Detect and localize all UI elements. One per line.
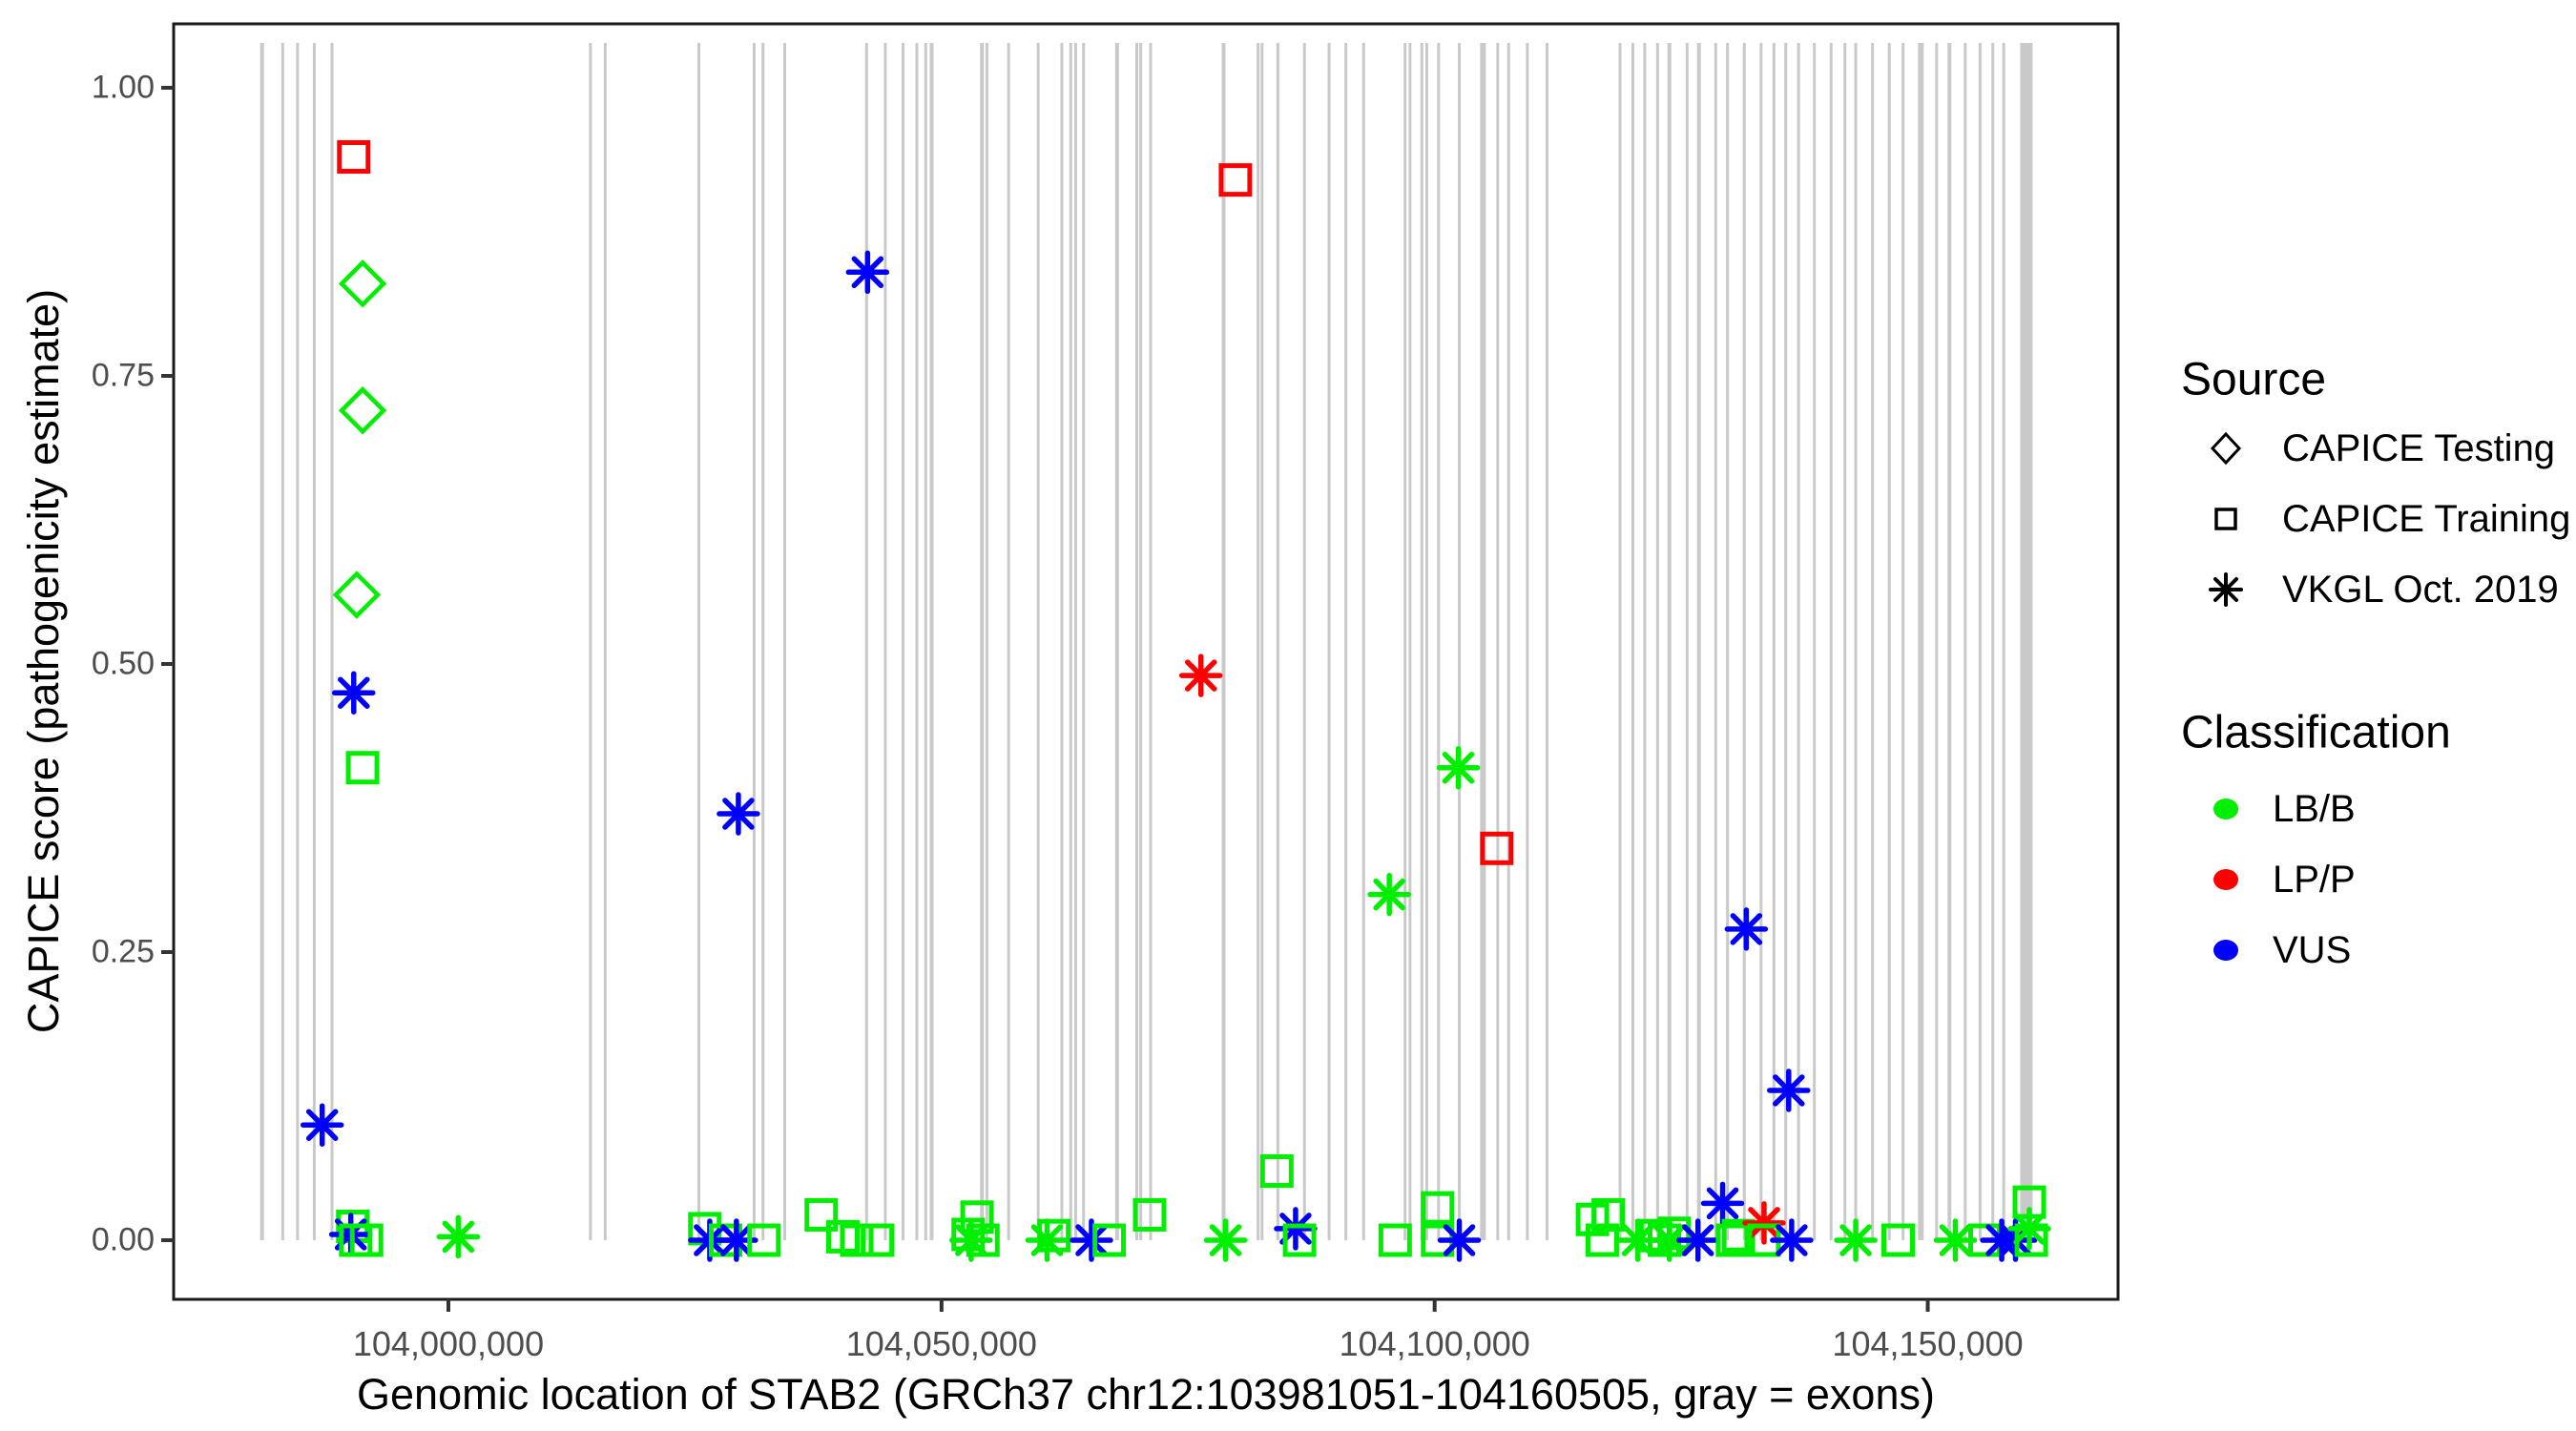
y-tick-label: 0.25 — [91, 933, 155, 970]
data-point-square — [2014, 1223, 2048, 1257]
x-tick-label: 104,150,000 — [1832, 1324, 2024, 1363]
y-tick-label: 1.00 — [91, 69, 155, 106]
data-point-square — [1378, 1223, 1412, 1257]
data-point-asterisk — [1178, 653, 1223, 697]
data-point-asterisk — [1070, 1218, 1113, 1262]
x-tick-label: 104,000,000 — [352, 1324, 545, 1363]
diamond-icon — [2210, 431, 2242, 466]
data-point-asterisk — [332, 671, 376, 715]
blue-dot-icon — [2213, 940, 2238, 961]
data-point-square — [337, 139, 371, 174]
data-point-square — [747, 1223, 781, 1257]
legend-item-lpp: LP/P — [2204, 858, 2356, 902]
legend-item-capice-training: CAPICE Training — [2204, 497, 2570, 541]
data-point-asterisk — [300, 1103, 344, 1147]
data-point-asterisk — [845, 250, 890, 295]
data-point-square — [1218, 163, 1253, 197]
data-point-square — [1037, 1218, 1071, 1253]
legend-item-label: LP/P — [2273, 858, 2356, 901]
data-point-square — [345, 751, 380, 785]
legend-item-capice-testing: CAPICE Testing — [2204, 426, 2555, 470]
x-tick-label: 104,100,000 — [1339, 1324, 1530, 1363]
data-point-diamond — [332, 570, 382, 619]
data-point-asterisk — [1742, 1201, 1786, 1245]
red-dot-icon — [2213, 869, 2238, 890]
data-point-square — [1092, 1223, 1127, 1257]
data-point-asterisk — [1724, 907, 1769, 951]
data-point-asterisk — [1436, 745, 1481, 790]
data-point-asterisk — [436, 1214, 481, 1259]
legend-item-vkgl: VKGL Oct. 2019 — [2204, 568, 2559, 612]
y-tick-label: 0.50 — [91, 645, 155, 682]
y-tick-label: 0.00 — [91, 1221, 155, 1258]
asterisk-icon — [2209, 572, 2243, 607]
legend-item-vus: VUS — [2204, 928, 2351, 972]
data-point-square — [1591, 1197, 1626, 1232]
legend-item-label: CAPICE Testing — [2282, 426, 2556, 469]
data-point-asterisk — [1770, 1218, 1814, 1262]
legend-item-lbb: LB/B — [2204, 787, 2356, 831]
data-point-square — [1480, 831, 1514, 865]
data-point-asterisk — [1203, 1218, 1248, 1262]
data-point-asterisk — [1933, 1218, 1978, 1262]
legend-source-title: Source — [2181, 354, 2327, 405]
data-point-asterisk — [1767, 1068, 1811, 1112]
data-point-asterisk — [1025, 1218, 1070, 1262]
data-point-square — [1421, 1191, 1455, 1225]
y-tick-label: 0.75 — [91, 357, 155, 394]
green-dot-icon — [2213, 798, 2238, 819]
data-point-square — [861, 1223, 895, 1257]
legend-item-label: CAPICE Training — [2282, 497, 2571, 540]
data-point-square — [966, 1223, 1000, 1257]
data-point-asterisk — [1675, 1218, 1720, 1262]
data-point-asterisk — [1367, 872, 1411, 917]
y-axis-title: CAPICE score (pathogenicity estimate) — [19, 288, 68, 1034]
data-point-asterisk — [1700, 1181, 1745, 1226]
data-point-asterisk — [1834, 1218, 1878, 1262]
data-point-square — [349, 1223, 384, 1257]
data-point-square — [1132, 1197, 1167, 1232]
legend-item-label: VKGL Oct. 2019 — [2282, 568, 2559, 611]
data-point-square — [1282, 1223, 1317, 1257]
data-point-asterisk — [717, 792, 760, 836]
data-point-square — [1881, 1223, 1916, 1257]
square-icon — [2214, 508, 2237, 530]
data-point-diamond — [338, 386, 387, 435]
data-point-square — [1259, 1154, 1294, 1189]
data-point-square — [960, 1200, 994, 1234]
data-point-asterisk — [1437, 1218, 1482, 1262]
x-axis-title: Genomic location of STAB2 (GRCh37 chr12:… — [357, 1370, 1935, 1419]
data-point-diamond — [338, 259, 387, 308]
data-point-square — [840, 1223, 874, 1257]
legend-item-label: LB/B — [2273, 787, 2356, 830]
data-point-square — [1715, 1223, 1750, 1257]
data-point-square — [804, 1197, 839, 1232]
x-tick-label: 104,050,000 — [845, 1324, 1037, 1363]
legend-item-label: VUS — [2273, 928, 2352, 971]
panel-border — [172, 22, 2120, 1301]
data-point-asterisk — [1274, 1207, 1318, 1251]
legend-classification-title: Classification — [2181, 707, 2451, 758]
